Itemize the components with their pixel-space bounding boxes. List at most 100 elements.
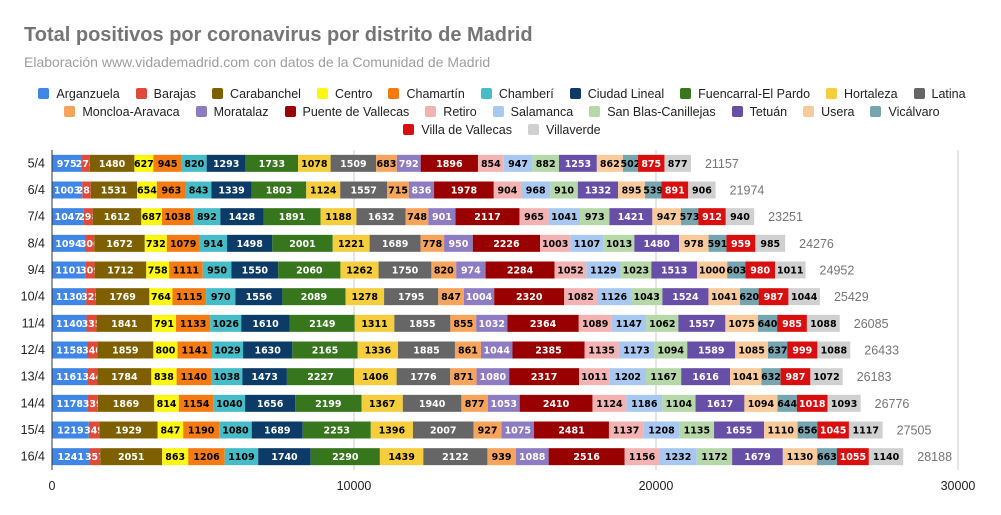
data-label: 854 [481, 159, 501, 170]
bar-segment [727, 261, 746, 279]
data-label: 1124 [310, 186, 337, 197]
data-label: 1776 [410, 372, 437, 383]
data-label: 855 [453, 319, 473, 330]
data-label: 1679 [744, 452, 770, 463]
legend-label: Carabanchel [230, 86, 301, 101]
bar-segment [461, 394, 488, 412]
bar-segment [87, 394, 98, 412]
data-label: 1075 [728, 319, 754, 330]
data-label: 1004 [466, 292, 493, 303]
bar-segment [81, 154, 90, 172]
legend-label: San Blas-Canillejas [607, 104, 716, 119]
bar-segment [320, 208, 357, 226]
bar-segment [52, 154, 82, 172]
x-tick-label: 30000 [941, 479, 976, 493]
data-label: 637 [768, 346, 788, 357]
total-label: 26085 [854, 317, 889, 331]
legend-item: Villa de Vallecas [403, 122, 512, 137]
legend-label: Hortaleza [844, 86, 898, 101]
bar-segment [100, 448, 163, 466]
data-label: 861 [458, 346, 478, 357]
total-label: 25429 [834, 290, 869, 304]
bar-segment [645, 181, 662, 199]
data-label: 2317 [531, 372, 557, 383]
bar-segment [679, 421, 715, 439]
bar-segment [782, 448, 817, 466]
data-label: 640 [758, 319, 778, 330]
data-label: 2149 [309, 319, 335, 330]
bar-segment [183, 421, 220, 439]
total-label: 21974 [730, 184, 765, 198]
data-label: 1336 [365, 346, 392, 357]
legend-label: Centro [334, 86, 373, 101]
data-label: 910 [554, 186, 574, 197]
bar-segment [473, 421, 502, 439]
data-label: 945 [158, 159, 178, 170]
bar-segment [137, 181, 157, 199]
bar-segment [90, 181, 138, 199]
data-label: 1612 [104, 212, 130, 223]
bar-segment [534, 421, 609, 439]
data-label: 800 [156, 346, 176, 357]
legend-swatch [403, 124, 415, 135]
data-label: 1003 [54, 186, 80, 197]
bar-segment [387, 181, 409, 199]
data-label: 847 [160, 426, 180, 437]
bar-segment [213, 394, 246, 412]
bar-segment [220, 208, 264, 226]
bar-segment [501, 421, 535, 439]
bar-segment [94, 234, 145, 252]
data-label: 1672 [106, 239, 132, 250]
data-label: 274 [76, 159, 96, 170]
bar-segment [521, 181, 551, 199]
bar-segment [202, 261, 232, 279]
data-label: 1140 [56, 319, 83, 330]
data-label: 904 [498, 186, 518, 197]
bar-segment [354, 368, 397, 386]
legend-swatch [680, 88, 692, 99]
bar-segment [444, 234, 473, 252]
total-label: 28188 [917, 450, 952, 464]
data-label: 1085 [738, 346, 764, 357]
data-label: 1689 [264, 426, 290, 437]
bar-segment [494, 288, 565, 306]
data-label: 2516 [573, 452, 600, 463]
data-label: 1129 [590, 266, 616, 277]
bar-segment [777, 314, 807, 332]
bar-segment [52, 448, 90, 466]
data-label: 1041 [711, 292, 737, 303]
legend-swatch [388, 88, 400, 99]
bar-segment [708, 234, 727, 252]
legend-item: Latina [913, 86, 966, 101]
bar-segment [848, 421, 883, 439]
legend-swatch [803, 106, 815, 117]
data-label: 1093 [831, 399, 857, 410]
data-label: 1011 [777, 266, 803, 277]
data-label: 847 [441, 292, 461, 303]
bar-segment [96, 314, 153, 332]
data-label: 1140 [181, 372, 208, 383]
data-label: 1072 [813, 372, 839, 383]
data-label: 715 [388, 186, 408, 197]
bar-segment [695, 394, 745, 412]
bar-segment [278, 261, 341, 279]
data-label: 1712 [107, 266, 133, 277]
bar-segment [645, 368, 682, 386]
data-label: 1241 [58, 452, 84, 463]
bar-segment [412, 421, 474, 439]
data-label: 1094 [658, 346, 685, 357]
category-label: 7/4 [28, 210, 45, 224]
data-label: 1689 [382, 239, 408, 250]
bar-segment [52, 234, 86, 252]
bar-segment [622, 154, 639, 172]
legend-label: Arganzuela [56, 86, 120, 101]
bar-segment [86, 314, 97, 332]
bar-segment [176, 368, 212, 386]
data-label: 1339 [218, 186, 244, 197]
data-label: 1531 [101, 186, 127, 197]
data-label: 877 [465, 399, 485, 410]
data-label: 2051 [118, 452, 144, 463]
bar-segment [680, 208, 699, 226]
bar-segment [761, 368, 781, 386]
legend-label: Villaverde [545, 122, 601, 137]
